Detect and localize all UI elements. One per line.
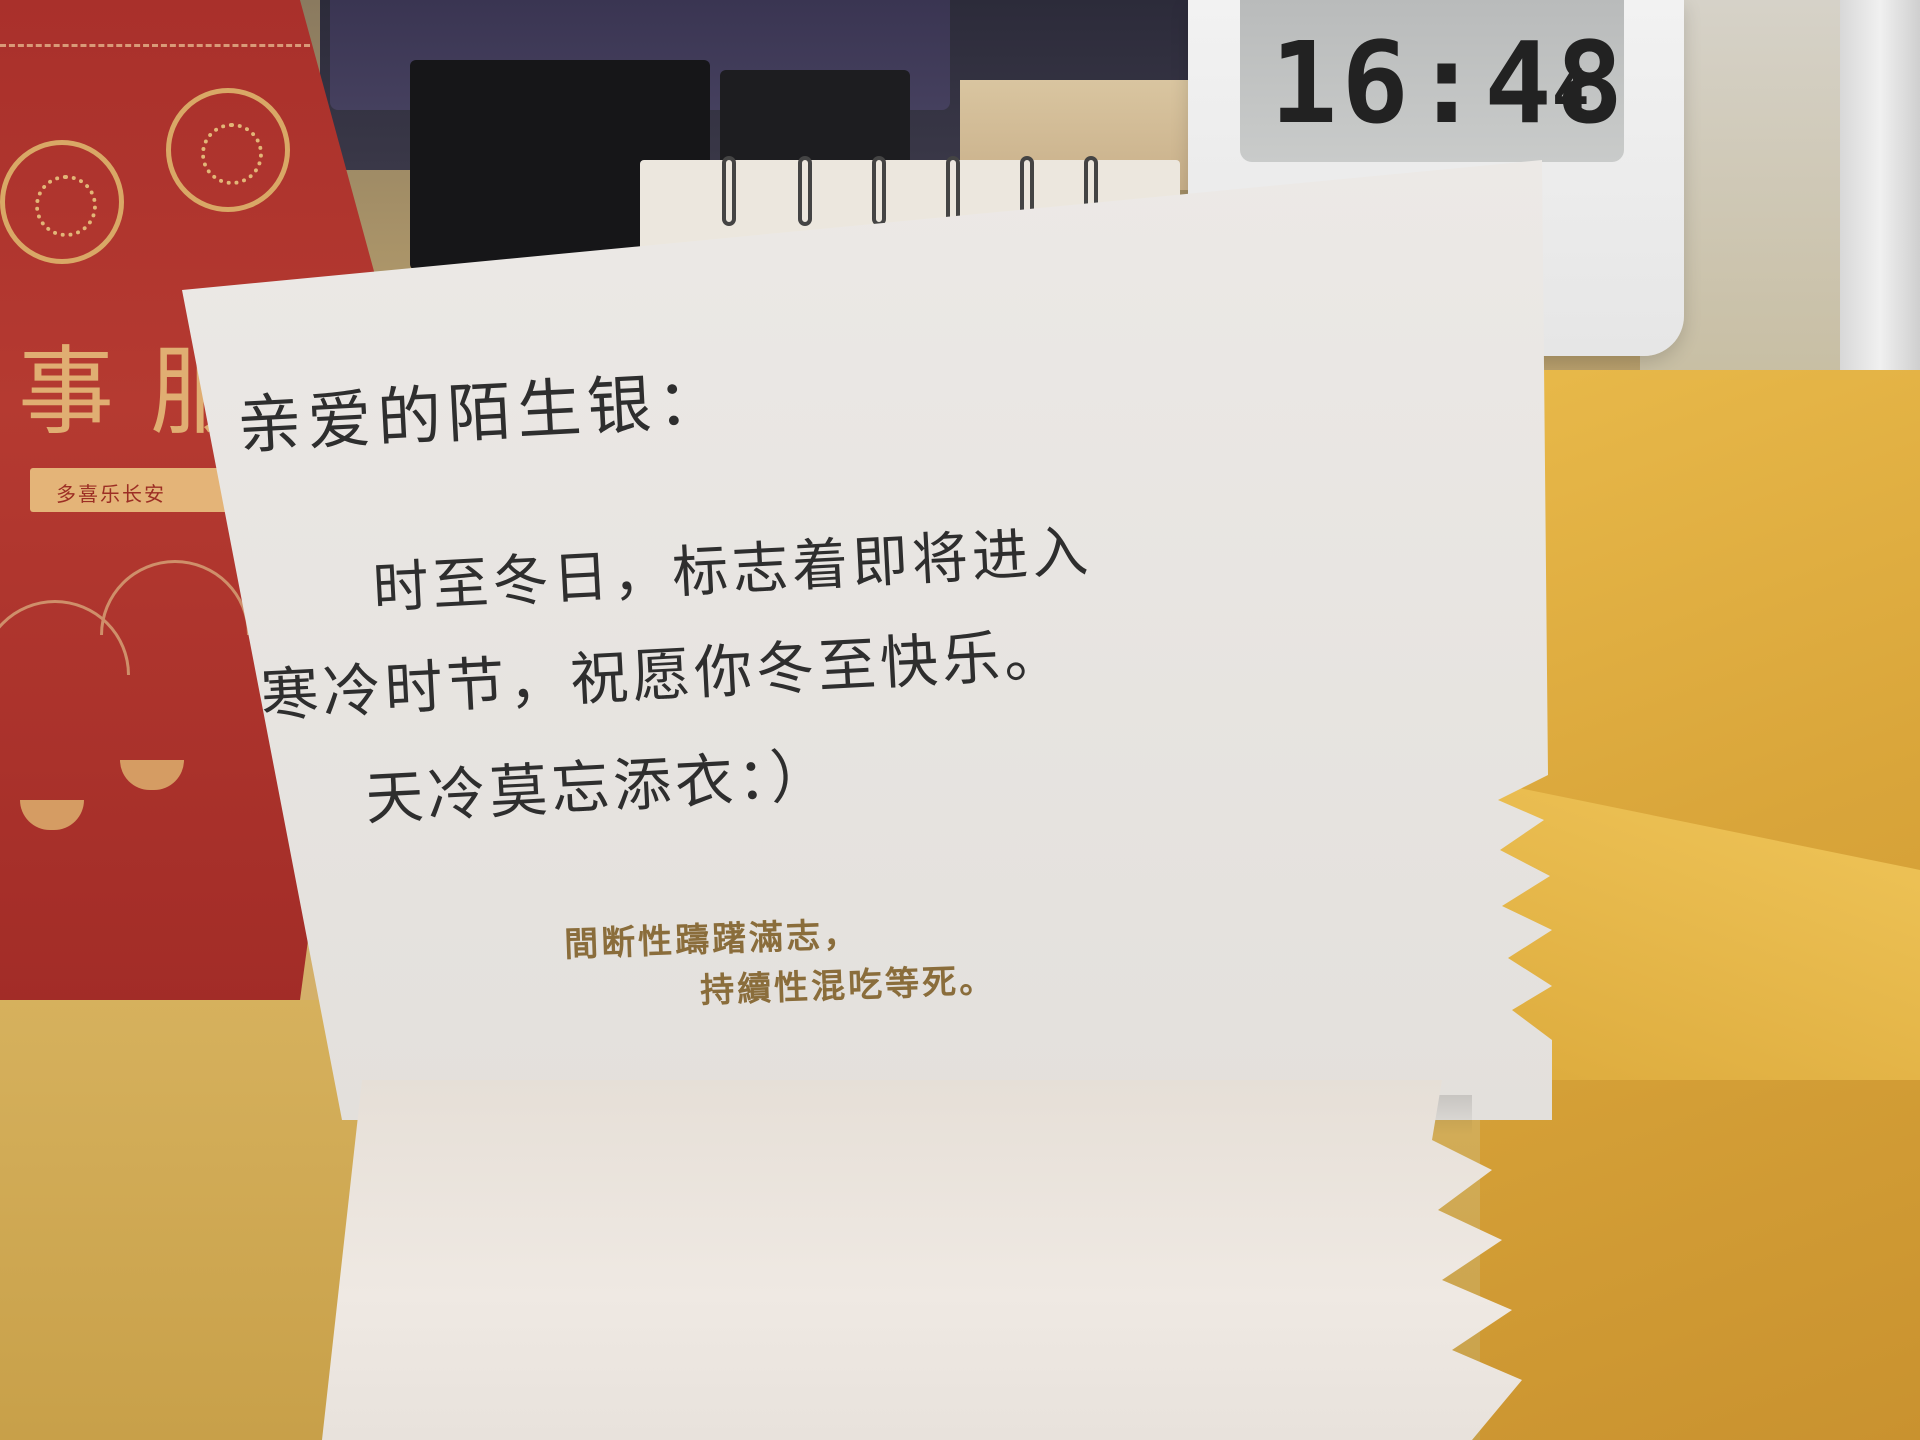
clock-time: 16:48 [1270, 19, 1628, 149]
box-ribbon-text: 多喜乐长安 [56, 482, 166, 506]
rosette-icon [166, 88, 290, 212]
box-character-left: 事 [18, 336, 114, 448]
spiral-ring [798, 156, 812, 226]
printed-motto-line: 間断性躊躇滿志， [563, 914, 861, 966]
gold-ingot-icon [120, 760, 184, 790]
card-front-panel [182, 160, 1552, 1120]
greeting-card [182, 160, 1552, 1440]
box-stitch-line [0, 44, 310, 47]
gold-ingot-icon [20, 800, 84, 830]
box-ribbon [30, 468, 250, 512]
card-bottom-panel [322, 1080, 1522, 1440]
spiral-ring [722, 156, 736, 226]
rosette-icon [0, 140, 124, 264]
clock-seconds: 4 [1552, 56, 1590, 129]
printed-motto-line: 持續性混吃等死。 [699, 960, 997, 1012]
clock-screen: 16:48 4 [1240, 0, 1624, 162]
